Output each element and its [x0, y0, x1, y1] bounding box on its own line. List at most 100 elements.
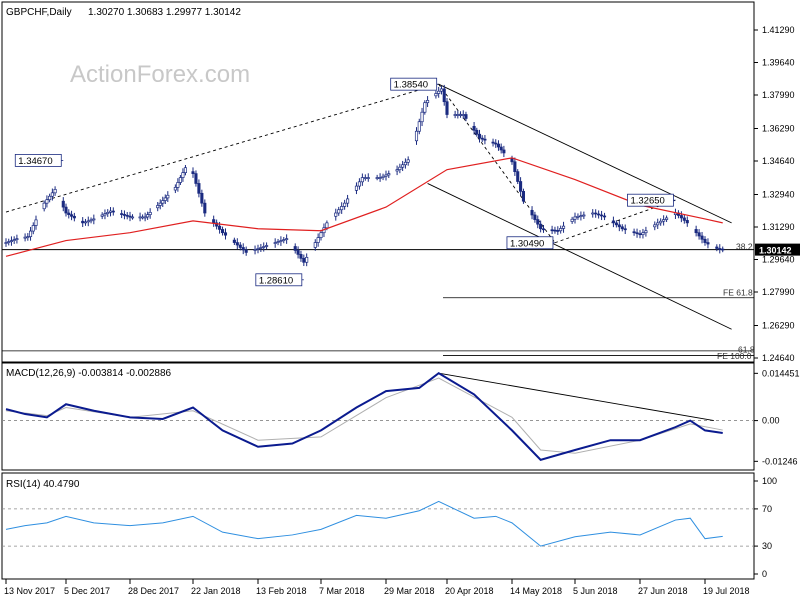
price-candle-body	[403, 161, 407, 166]
rsi-panel[interactable]	[1, 472, 755, 580]
price-candle-body	[597, 213, 601, 216]
price-candle-body	[166, 194, 170, 199]
price-candle-body	[617, 224, 621, 228]
price-candle-body	[363, 177, 367, 179]
price-candle-body	[181, 172, 185, 178]
price-candle-body	[653, 224, 657, 228]
price-candle-body	[50, 192, 54, 197]
price-candle-body	[313, 242, 317, 248]
price-candle-body	[539, 223, 543, 230]
price-candle-body	[420, 111, 424, 123]
price-candle-body	[685, 220, 689, 224]
price-candle-body	[156, 205, 160, 209]
price-candle-body	[442, 88, 446, 103]
rsi-line	[5, 500, 723, 547]
price-candle-body	[191, 171, 195, 174]
price-candle-body	[423, 102, 427, 113]
price-candle-body	[146, 214, 150, 218]
price-candle-body	[659, 220, 663, 224]
price-candle-body	[265, 245, 269, 247]
macd-layer: 0.014451 0.00 -0.01246	[2, 368, 800, 466]
price-candle-body	[378, 177, 382, 179]
price-candle-body	[576, 215, 580, 218]
rsi-axis-tick-label: 100	[762, 476, 777, 486]
price-candle-body	[611, 220, 615, 224]
price-candle-body	[602, 215, 607, 218]
price-candle-body	[499, 146, 503, 151]
macd-panel[interactable]	[1, 362, 755, 471]
price-candle-body	[414, 130, 419, 142]
price-candle-body	[197, 183, 201, 194]
price-candle-body	[42, 202, 46, 210]
price-candle-body	[256, 248, 260, 250]
price-candle-body	[679, 215, 683, 219]
pivot-label-text: 1.30490	[510, 238, 544, 249]
watermark: ActionForex.com	[70, 61, 250, 88]
price-candle-body	[316, 237, 320, 243]
price-candle-body	[244, 249, 248, 253]
price-candle-body	[241, 247, 245, 251]
price-candle-body	[665, 217, 669, 220]
date-axis-tick-label: 5 Dec 2017	[64, 586, 110, 596]
price-candle-body	[108, 210, 113, 213]
price-candle-body	[325, 222, 329, 229]
pivot-label-text: 1.38540	[394, 80, 428, 91]
price-candle-body	[439, 88, 444, 92]
price-annotations: 1.34670 1.38540 1.28610 1.30490 1.32650 38.2 F…	[14, 77, 755, 361]
price-axis-tick-label: 1.26290	[762, 320, 795, 330]
price-candle-body	[128, 215, 132, 218]
price-candle-body	[632, 231, 636, 234]
price-axis-tick-label: 1.29640	[762, 255, 795, 265]
price-candle-body	[553, 229, 557, 232]
price-candle-body	[106, 212, 110, 215]
price-candle-body	[296, 250, 300, 255]
price-candle-body	[381, 175, 385, 178]
price-candle-body	[395, 169, 399, 172]
price-candle-body	[92, 218, 96, 221]
price-candle-body	[273, 242, 277, 244]
price-candle-body	[262, 246, 266, 248]
fib-level-label: FE 100.0	[717, 351, 752, 361]
price-candle-body	[700, 235, 704, 240]
price-candle-body	[72, 215, 76, 219]
price-candle-body	[456, 114, 460, 116]
price-candle-body	[130, 216, 135, 219]
price-candle-body	[496, 143, 501, 148]
macd-title: MACD(12,26,9) -0.003814 -0.002886	[6, 368, 172, 379]
price-panel[interactable]	[1, 1, 755, 363]
price-candle-body	[67, 212, 71, 216]
pivot-label-text: 1.34670	[18, 156, 52, 167]
price-candle-body	[120, 213, 124, 215]
price-candle-body	[203, 202, 207, 214]
price-candle-body	[510, 158, 514, 163]
price-candle-body	[279, 240, 283, 242]
date-axis-tick-label: 20 Apr 2018	[445, 586, 494, 596]
price-candle-body	[550, 229, 554, 232]
price-candle-body	[12, 239, 16, 241]
price-candle-body	[694, 229, 698, 234]
price-candle-body	[138, 216, 142, 219]
price-candle-body	[232, 239, 236, 243]
price-candle-body	[426, 100, 430, 104]
fib-level-label: 61.8	[738, 344, 755, 354]
price-candle-body	[302, 257, 306, 263]
price-candle-body	[375, 177, 379, 179]
price-candle-body	[282, 239, 286, 241]
price-candle-body	[285, 238, 289, 240]
price-candle-body	[638, 233, 642, 236]
price-candle-body	[530, 210, 534, 216]
price-candle-body	[398, 166, 402, 171]
price-candle-body	[401, 164, 405, 168]
price-trendlines: 1.30142	[2, 83, 800, 356]
price-candle-body	[122, 214, 126, 216]
price-candle-body	[559, 228, 563, 232]
date-axis-tick-label: 28 Dec 2017	[128, 586, 179, 596]
price-candle-body	[238, 244, 242, 248]
price-candle-body	[570, 218, 574, 222]
price-candle-body	[53, 189, 57, 194]
channel-upper-line	[438, 83, 732, 224]
price-axis-tick-label: 1.39640	[762, 58, 795, 68]
price-candle-body	[594, 212, 598, 215]
price-candle-body	[218, 225, 222, 230]
price-candle-body	[89, 219, 93, 222]
